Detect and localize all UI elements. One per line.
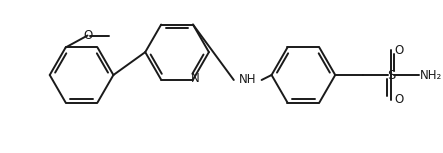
Text: O: O	[83, 29, 92, 42]
Text: N: N	[190, 72, 199, 85]
Text: O: O	[394, 93, 404, 106]
Text: S: S	[387, 69, 395, 82]
Text: O: O	[394, 44, 404, 57]
Text: NH: NH	[239, 73, 256, 86]
Text: NH₂: NH₂	[420, 69, 442, 82]
